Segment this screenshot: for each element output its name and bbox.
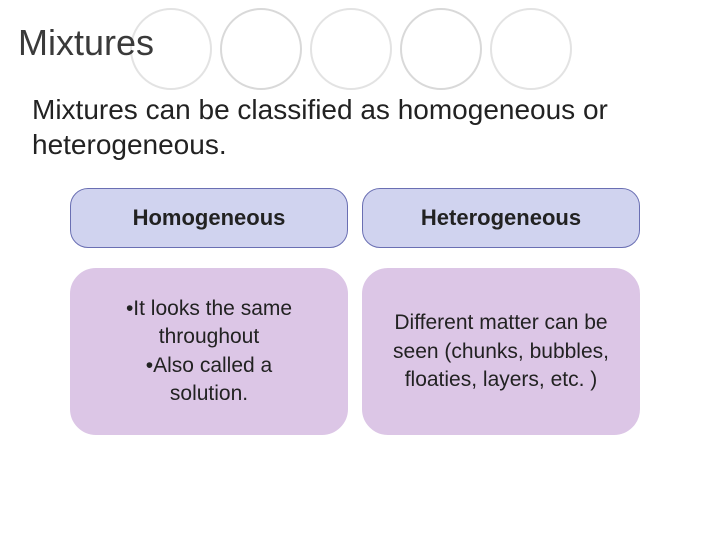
comparison-grid: Homogeneous Heterogeneous •It looks the … [70,188,640,435]
circle-2 [220,8,302,90]
header-homogeneous: Homogeneous [70,188,348,248]
page-subtitle: Mixtures can be classified as homogeneou… [32,92,690,162]
decorative-circles [130,8,572,90]
page-title: Mixtures [18,22,154,64]
body-homogeneous: •It looks the same throughout •Also call… [70,268,348,435]
body-heterogeneous: Different matter can be seen (chunks, bu… [362,268,640,435]
circle-3 [310,8,392,90]
circle-5 [490,8,572,90]
circle-4 [400,8,482,90]
header-heterogeneous: Heterogeneous [362,188,640,248]
